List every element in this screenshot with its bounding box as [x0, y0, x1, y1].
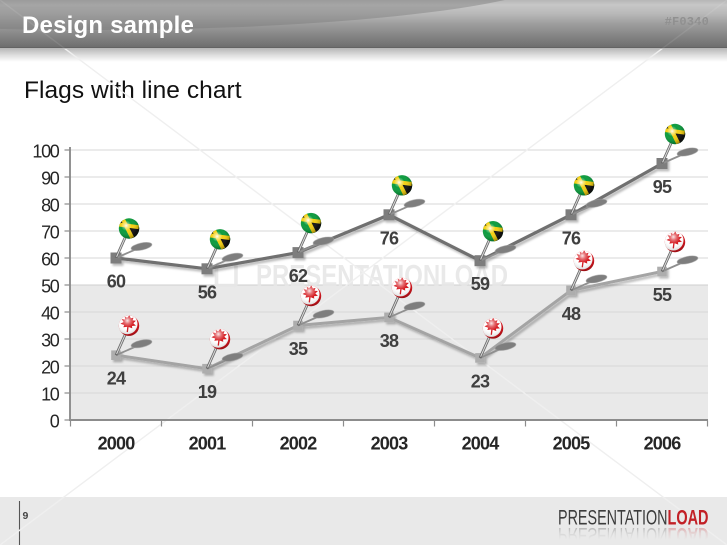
svg-text:19: 19	[198, 382, 217, 402]
svg-text:59: 59	[471, 274, 490, 294]
svg-text:70: 70	[41, 223, 60, 243]
svg-text:2001: 2001	[189, 434, 227, 454]
svg-text:76: 76	[562, 228, 581, 248]
svg-text:PRESENTATION: PRESENTATION	[558, 523, 668, 545]
svg-text:60: 60	[41, 250, 60, 270]
svg-text:80: 80	[41, 196, 60, 216]
svg-text:10: 10	[41, 385, 60, 405]
svg-text:2005: 2005	[553, 434, 591, 454]
svg-text:24: 24	[107, 369, 126, 389]
svg-text:60: 60	[107, 272, 126, 292]
svg-text:48: 48	[562, 304, 581, 324]
svg-text:LOAD: LOAD	[668, 506, 709, 530]
svg-text:0: 0	[50, 412, 60, 432]
svg-text:2003: 2003	[371, 434, 409, 454]
svg-text:76: 76	[380, 228, 399, 248]
svg-text:30: 30	[41, 331, 60, 351]
svg-text:95: 95	[653, 177, 672, 197]
svg-text:2006: 2006	[644, 434, 682, 454]
svg-text:2000: 2000	[98, 434, 136, 454]
svg-text:2004: 2004	[462, 434, 500, 454]
svg-text:38: 38	[380, 331, 399, 351]
svg-text:90: 90	[41, 169, 60, 189]
svg-text:LOAD: LOAD	[668, 523, 709, 545]
svg-text:40: 40	[41, 304, 60, 324]
svg-text:2002: 2002	[280, 434, 318, 454]
svg-text:62: 62	[289, 266, 308, 286]
svg-text:35: 35	[289, 339, 308, 359]
svg-text:PRESENTATION: PRESENTATION	[558, 506, 668, 530]
svg-text:9: 9	[23, 510, 29, 522]
svg-text:56: 56	[198, 282, 217, 302]
svg-text:50: 50	[41, 277, 60, 297]
svg-text:20: 20	[41, 358, 60, 378]
svg-text:Design sample: Design sample	[22, 12, 194, 39]
svg-text:23: 23	[471, 371, 490, 391]
svg-text:#F0340: #F0340	[665, 15, 709, 29]
svg-text:55: 55	[653, 285, 672, 305]
svg-text:100: 100	[32, 142, 59, 162]
